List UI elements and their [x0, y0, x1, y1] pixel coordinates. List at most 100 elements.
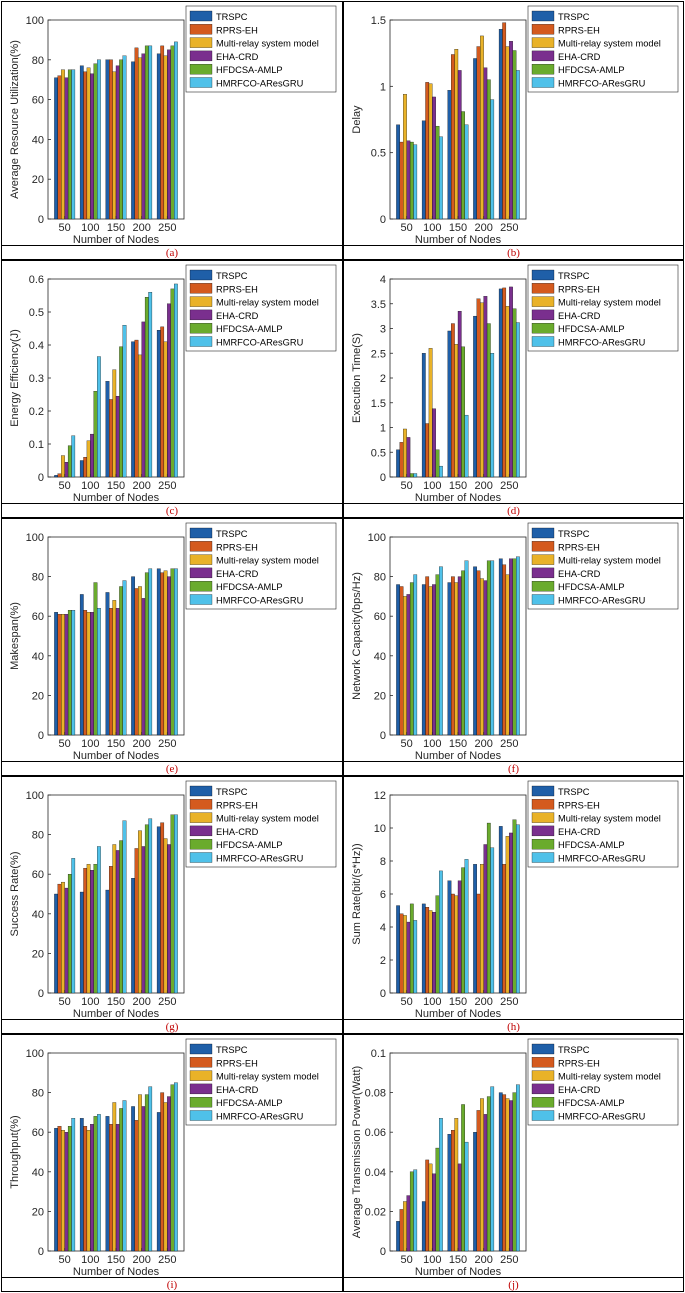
bar [516, 70, 520, 220]
bar [64, 1132, 69, 1252]
bar [170, 45, 175, 220]
bar [464, 859, 469, 994]
bar [93, 391, 98, 478]
bar [67, 1126, 72, 1252]
bar [105, 889, 110, 994]
bar [490, 353, 495, 478]
bar [131, 878, 135, 994]
y-tick-label: 4 [380, 274, 386, 286]
bar [131, 1106, 135, 1252]
bar [83, 868, 88, 994]
bar [141, 846, 146, 994]
y-tick-label: 4 [380, 922, 386, 934]
x-axis-label: Number of Nodes [73, 234, 160, 245]
bar [148, 45, 153, 220]
bar [61, 1130, 65, 1252]
bar [480, 578, 484, 736]
x-tick-label: 200 [474, 996, 492, 1008]
bar [509, 558, 513, 736]
legend-swatch [531, 1043, 555, 1055]
x-tick-label: 50 [59, 222, 71, 234]
chart-panel: 0 20 40 60 80 100 50 100 150 200 250 Number of Node… [1, 518, 343, 776]
y-tick-label: 1 [380, 423, 386, 435]
bar [134, 47, 139, 220]
bar [54, 612, 58, 736]
bar [163, 341, 168, 478]
bar [454, 1118, 459, 1252]
bar [119, 59, 123, 220]
y-axis-label: Success Rate(%) [9, 852, 21, 937]
x-tick-label: 200 [474, 480, 492, 492]
legend-swatch [531, 1057, 555, 1068]
bar [428, 910, 433, 994]
bar [406, 1195, 411, 1252]
bar [138, 830, 142, 994]
bar [79, 65, 84, 220]
y-tick-label: 0.04 [365, 1167, 386, 1179]
bar [109, 1124, 113, 1252]
x-tick-label: 250 [500, 996, 518, 1008]
bar [486, 1096, 491, 1252]
x-tick-label: 200 [474, 222, 492, 234]
x-tick-label: 200 [132, 1254, 150, 1266]
legend-label: EHA-CRD [558, 569, 601, 579]
bar [498, 558, 503, 736]
legend-label: Multi-relay system model [558, 556, 661, 566]
legend-swatch [189, 1070, 213, 1081]
x-tick-label: 150 [107, 738, 125, 750]
x-tick-label: 50 [401, 222, 413, 234]
bar [413, 920, 418, 994]
bar [461, 111, 465, 220]
bar [148, 568, 153, 736]
bar [447, 1134, 452, 1252]
y-tick-label: 20 [374, 690, 386, 702]
bar [167, 1096, 171, 1252]
y-tick-label: 60 [32, 1127, 44, 1139]
bar [421, 353, 426, 478]
bar [403, 596, 407, 736]
y-tick-label: 0.06 [365, 1127, 386, 1139]
legend-label: HMRFCO-AResGRU [216, 596, 303, 606]
legend-swatch [531, 323, 555, 334]
bar [86, 864, 91, 994]
bar [428, 1163, 433, 1252]
legend-label: HFDCSA-AMLP [216, 582, 283, 592]
bar [79, 1118, 84, 1252]
bar [439, 465, 443, 478]
bar [432, 1173, 436, 1252]
legend-swatch [189, 594, 213, 605]
y-tick-label: 0 [380, 1246, 386, 1258]
bar [79, 460, 84, 478]
legend-label: EHA-CRD [216, 52, 259, 62]
legend-label: Multi-relay system model [558, 1072, 661, 1082]
bar [425, 576, 430, 736]
legend-swatch [189, 1083, 213, 1095]
x-tick-label: 250 [500, 1254, 518, 1266]
bar [67, 69, 72, 220]
legend-label: HMRFCO-AResGRU [558, 596, 645, 606]
legend-label: RPRS-EH [558, 800, 600, 810]
bar [93, 582, 98, 736]
bar [141, 321, 146, 478]
bar [134, 1120, 139, 1252]
x-tick-label: 50 [59, 480, 71, 492]
bar [399, 586, 404, 736]
bar [160, 822, 165, 994]
chart-panel: 0 20 40 60 80 100 50 100 150 200 250 Number of Node… [1, 1, 343, 260]
bar [502, 1094, 507, 1252]
bar [174, 568, 178, 736]
bar [115, 850, 120, 994]
bar [67, 610, 72, 736]
bar [516, 556, 520, 736]
y-tick-label: 40 [32, 651, 44, 663]
legend-swatch [531, 50, 555, 62]
bar [61, 455, 65, 478]
legend-label: HFDCSA-AMLP [558, 840, 625, 850]
legend-label: RPRS-EH [216, 284, 258, 294]
legend-swatch [189, 839, 213, 850]
bar [432, 584, 436, 736]
y-tick-label: 20 [32, 690, 44, 702]
bar [163, 838, 168, 994]
